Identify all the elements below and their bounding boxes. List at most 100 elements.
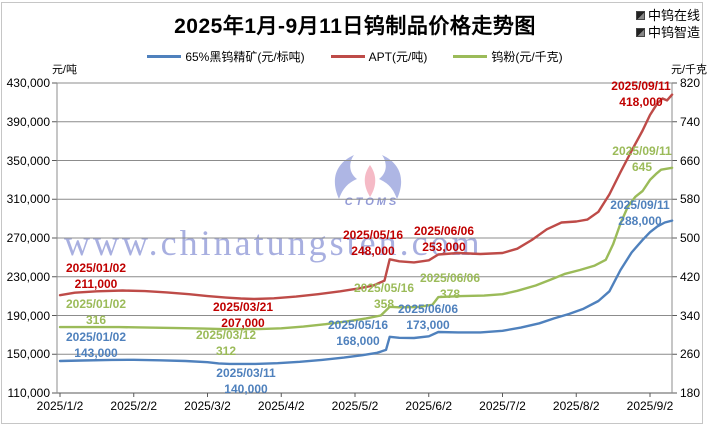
annotation-date: 2025/06/06 bbox=[419, 271, 481, 285]
y-axis-tick-label-left: 430,000 bbox=[6, 76, 50, 90]
annotation-value: 418,000 bbox=[619, 94, 663, 109]
annotation-value: 143,000 bbox=[74, 345, 118, 360]
x-axis-tick-label: 2025/6/2 bbox=[405, 399, 453, 413]
legend-item-concentrate: 65%黑钨精矿(元/标吨) bbox=[147, 48, 305, 65]
annotation-value: 312 bbox=[215, 343, 237, 358]
brand-row-smart[interactable]: 中钨智造 bbox=[635, 24, 700, 41]
annotation-value: 168,000 bbox=[336, 333, 380, 348]
annotation-powder-2025-09-11: 2025/09/11 645 bbox=[612, 144, 671, 175]
annotation-date: 2025/03/12 bbox=[195, 328, 257, 342]
left-axis-unit: 元/吨 bbox=[51, 64, 77, 76]
annotation-date: 2025/05/16 bbox=[342, 228, 404, 242]
annotation-value: 288,000 bbox=[618, 213, 662, 228]
y-axis-tick-label-right: 260 bbox=[680, 347, 701, 362]
x-axis-tick-label: 2025/4/2 bbox=[257, 399, 305, 413]
y-axis-tick-label-right: 740 bbox=[680, 114, 701, 129]
y-axis-tick-label-left: 110,000 bbox=[7, 386, 51, 400]
annotation-date: 2025/05/16 bbox=[327, 318, 389, 332]
y-axis-tick-label-left: 230,000 bbox=[6, 269, 50, 284]
x-axis-tick-label: 2025/1/2 bbox=[36, 399, 84, 413]
y-axis-tick-label-left: 310,000 bbox=[6, 192, 50, 207]
y-axis-tick-label-left: 350,000 bbox=[6, 153, 50, 168]
brand-smart-label[interactable]: 中钨智造 bbox=[647, 25, 700, 40]
legend-line-powder-icon bbox=[453, 55, 488, 58]
right-axis-unit: 元/千克 bbox=[671, 64, 708, 76]
annotation-date: 2025/03/21 bbox=[212, 300, 274, 314]
x-axis-tick-label: 2025/9/2 bbox=[626, 399, 674, 413]
annotation-concentrate-2025-06-06: 2025/06/06 173,000 bbox=[398, 302, 458, 333]
annotation-apt-2025-09-11: 2025/09/11 418,000 bbox=[611, 79, 670, 110]
legend-line-concentrate-icon bbox=[147, 55, 182, 58]
annotation-apt-2025-05-16: 2025/05/16 248,000 bbox=[343, 228, 403, 259]
annotation-concentrate-2025-01-02: 2025/01/02 143,000 bbox=[66, 330, 126, 361]
chart-legend: 65%黑钨精矿(元/标吨) APT(元/吨) 钨粉(元/千克) bbox=[0, 48, 710, 65]
legend-line-apt-icon bbox=[330, 55, 365, 58]
y-axis-tick-label-right: 660 bbox=[680, 153, 701, 168]
y-axis-tick-label-right: 340 bbox=[680, 308, 701, 323]
y-axis-tick-label-left: 270,000 bbox=[6, 231, 50, 245]
brand-links: 中钨在线 中钨智造 bbox=[635, 7, 700, 41]
annotation-date: 2025/09/11 bbox=[611, 79, 671, 93]
annotation-date: 2025/09/11 bbox=[610, 198, 670, 212]
annotation-value: 253,000 bbox=[422, 239, 466, 254]
x-axis-tick-label: 2025/5/2 bbox=[331, 399, 379, 413]
series-line-apt bbox=[58, 93, 674, 301]
y-axis-tick-label-right: 500 bbox=[680, 231, 701, 245]
annotation-date: 2025/01/02 bbox=[65, 330, 127, 344]
annotation-apt-2025-06-06: 2025/06/06 253,000 bbox=[414, 224, 474, 255]
x-axis-tick-label: 2025/3/2 bbox=[184, 399, 231, 413]
brand-online-label[interactable]: 中钨在线 bbox=[647, 8, 700, 23]
brand-row-online[interactable]: 中钨在线 bbox=[635, 7, 700, 24]
annotation-date: 2025/01/02 bbox=[65, 261, 127, 275]
annotation-powder-2025-06-06: 2025/06/06 378 bbox=[420, 271, 480, 302]
ctoms-logo-watermark bbox=[334, 155, 402, 199]
annotation-powder-2025-05-16: 2025/05/16 358 bbox=[354, 281, 414, 312]
annotation-date: 2025/09/11 bbox=[612, 144, 672, 158]
legend-item-powder: 钨粉(元/千克) bbox=[453, 48, 563, 65]
site-watermark: www.chinatungsten.com bbox=[64, 223, 483, 263]
annotation-value: 248,000 bbox=[351, 243, 395, 258]
x-axis-tick-label: 2025/2/2 bbox=[110, 399, 158, 413]
annotation-value: 140,000 bbox=[224, 381, 268, 396]
annotation-apt-2025-01-02: 2025/01/02 211,000 bbox=[66, 261, 126, 292]
annotation-value: 207,000 bbox=[221, 315, 265, 330]
y-axis-tick-label-right: 180 bbox=[680, 386, 701, 400]
annotation-concentrate-2025-09-11: 2025/09/11 288,000 bbox=[610, 198, 669, 229]
y-axis-tick-label-left: 190,000 bbox=[6, 308, 50, 323]
annotation-value: 316 bbox=[85, 312, 107, 327]
y-axis-tick-label-right: 580 bbox=[680, 192, 701, 207]
annotation-value: 211,000 bbox=[74, 276, 118, 291]
annotation-powder-2025-01-02: 2025/01/02 316 bbox=[66, 297, 126, 328]
legend-label-powder: 钨粉(元/千克) bbox=[491, 50, 563, 64]
series-line-concentrate bbox=[58, 219, 674, 366]
annotation-date: 2025/03/11 bbox=[216, 366, 276, 380]
annotation-powder-2025-03-12: 2025/03/12 312 bbox=[196, 328, 256, 359]
y-axis-tick-label-left: 150,000 bbox=[6, 347, 50, 362]
x-axis-tick-label: 2025/8/2 bbox=[552, 399, 600, 413]
annotation-apt-2025-03-21: 2025/03/21 207,000 bbox=[213, 300, 273, 331]
annotation-date: 2025/05/16 bbox=[353, 281, 415, 295]
annotation-value: 645 bbox=[631, 159, 653, 174]
annotation-date: 2025/06/06 bbox=[397, 302, 459, 316]
annotation-date: 2025/01/02 bbox=[65, 297, 127, 311]
annotation-value: 173,000 bbox=[406, 317, 450, 332]
legend-label-concentrate: 65%黑钨精矿(元/标吨) bbox=[185, 50, 305, 64]
x-axis-tick-label: 2025/7/2 bbox=[479, 399, 526, 413]
annotation-date: 2025/06/06 bbox=[413, 224, 475, 238]
series-line-powder bbox=[58, 166, 674, 331]
y-axis-tick-label-left: 390,000 bbox=[6, 114, 50, 129]
y-axis-tick-label-right: 420 bbox=[680, 269, 701, 284]
zhongwu-online-icon bbox=[635, 11, 645, 20]
annotation-concentrate-2025-05-16: 2025/05/16 168,000 bbox=[328, 318, 388, 349]
annotation-value: 358 bbox=[373, 296, 395, 311]
y-axis-tick-label-right: 820 bbox=[680, 76, 701, 90]
legend-label-apt: APT(元/吨) bbox=[368, 50, 428, 64]
zhongwu-smart-icon bbox=[635, 28, 645, 37]
chart-title: 2025年1月-9月11日钨制品价格走势图 bbox=[174, 15, 536, 38]
annotation-concentrate-2025-03-11: 2025/03/11 140,000 bbox=[216, 366, 275, 397]
annotation-value: 378 bbox=[439, 286, 461, 301]
chart-frame bbox=[1, 2, 703, 424]
legend-item-apt: APT(元/吨) bbox=[330, 48, 428, 65]
